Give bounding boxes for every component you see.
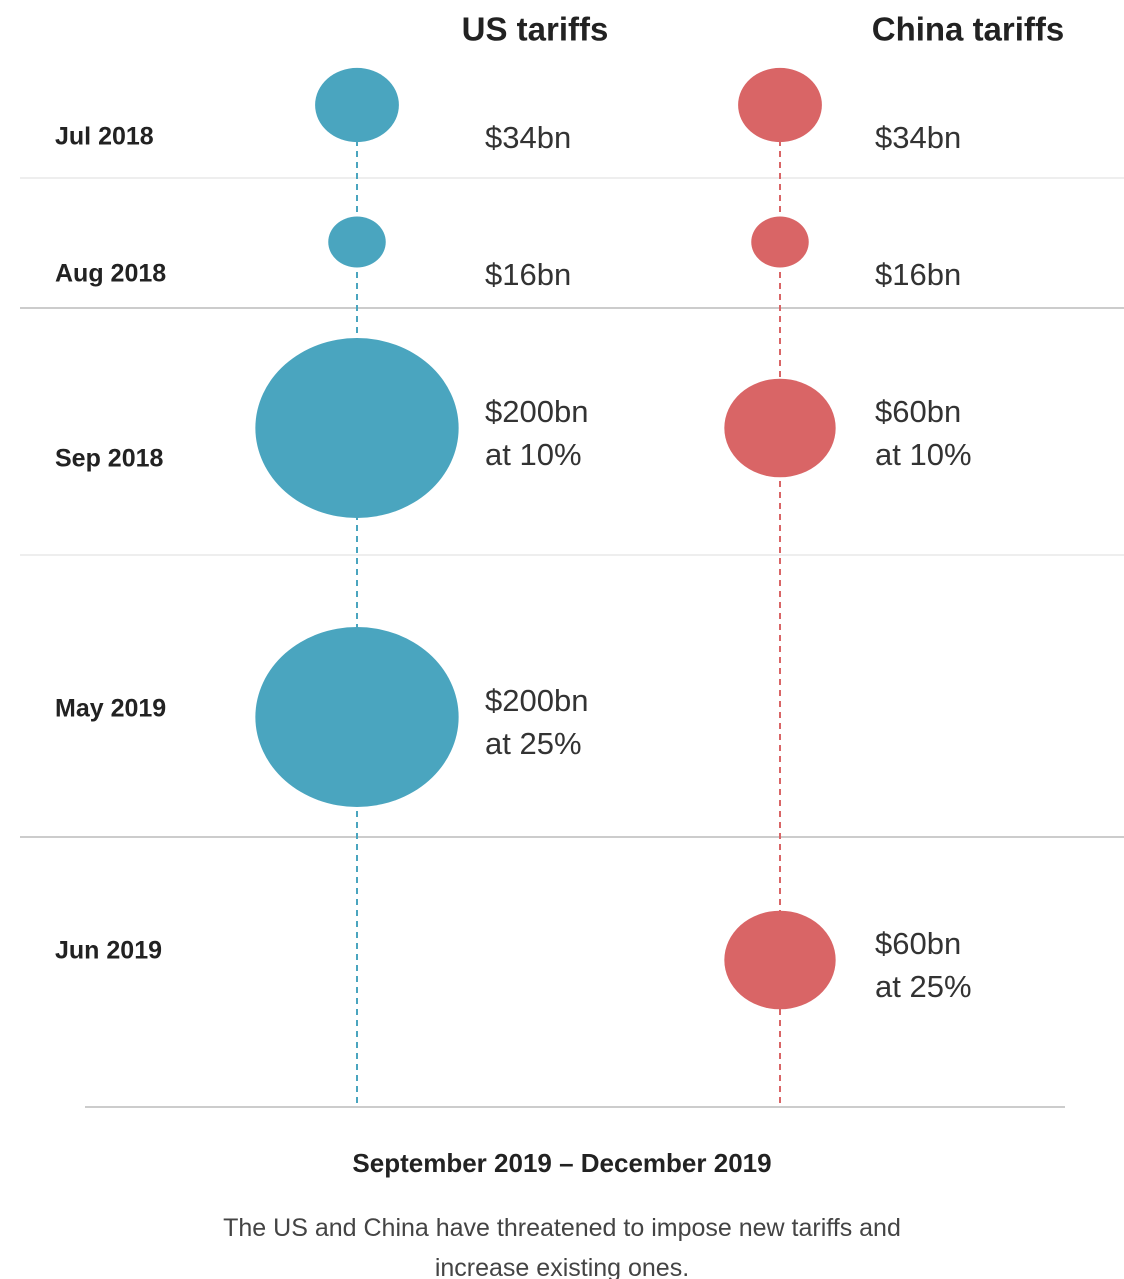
bubble xyxy=(738,67,822,143)
value-label: $34bn xyxy=(875,120,961,155)
value-label: at 10% xyxy=(485,437,582,472)
bubble xyxy=(328,216,386,268)
bubble xyxy=(255,338,459,518)
row-label: Aug 2018 xyxy=(55,260,166,288)
bubble xyxy=(724,910,836,1010)
chart: US tariffs China tariffs Jul 2018 Aug 2018 S… xyxy=(20,11,1124,1108)
value-label: at 10% xyxy=(875,437,972,472)
value-label: $60bn xyxy=(875,394,961,429)
bubble xyxy=(315,67,399,143)
row-label: Sep 2018 xyxy=(55,445,164,473)
value-label: $16bn xyxy=(485,257,571,292)
row-label: Jun 2019 xyxy=(55,937,162,965)
value-label: $200bn xyxy=(485,394,588,429)
row-label: Jul 2018 xyxy=(55,123,154,151)
bubble xyxy=(255,627,459,807)
series-header: US tariffs xyxy=(462,11,609,48)
row-label: May 2019 xyxy=(55,695,166,723)
note: The US and China have threatened to impo… xyxy=(223,1214,901,1279)
value-label: at 25% xyxy=(875,969,972,1004)
value-label: $200bn xyxy=(485,683,588,718)
value-label: $16bn xyxy=(875,257,961,292)
value-label: $60bn xyxy=(875,926,961,961)
bubble xyxy=(751,216,809,268)
footer-title: September 2019 – December 2019 xyxy=(352,1148,772,1178)
bubble xyxy=(724,378,836,478)
value-label: at 25% xyxy=(485,726,582,761)
value-label: $34bn xyxy=(485,120,571,155)
series-header: China tariffs xyxy=(872,11,1065,48)
